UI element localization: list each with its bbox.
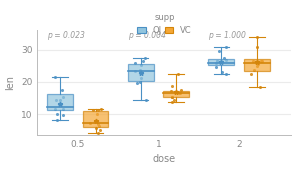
- Point: [58, 98, 62, 101]
- Point: [133, 70, 138, 73]
- Point: [215, 60, 219, 63]
- Point: [170, 96, 175, 99]
- Bar: [208, 59, 234, 65]
- Point: [251, 60, 255, 63]
- Text: p = 1.000: p = 1.000: [208, 31, 246, 40]
- Point: [96, 122, 100, 125]
- Bar: [128, 64, 154, 81]
- Point: [52, 76, 57, 78]
- Point: [61, 114, 65, 116]
- Point: [219, 71, 224, 73]
- Point: [98, 108, 103, 110]
- Bar: [244, 59, 270, 71]
- Point: [97, 124, 102, 127]
- Point: [224, 45, 229, 48]
- Point: [258, 60, 263, 63]
- Point: [141, 60, 146, 63]
- Point: [54, 98, 59, 101]
- Point: [255, 65, 259, 68]
- Point: [222, 57, 226, 60]
- X-axis label: dose: dose: [153, 154, 176, 164]
- Point: [249, 73, 254, 75]
- Point: [255, 45, 260, 48]
- Point: [138, 64, 143, 66]
- Point: [133, 62, 138, 64]
- Point: [215, 60, 220, 63]
- Point: [224, 59, 228, 62]
- Point: [91, 109, 96, 112]
- Point: [59, 88, 64, 91]
- Point: [96, 109, 100, 112]
- Point: [172, 98, 176, 101]
- Point: [256, 63, 260, 65]
- Bar: [83, 111, 108, 127]
- Point: [53, 108, 58, 110]
- Point: [88, 121, 92, 124]
- Point: [259, 60, 264, 63]
- Point: [98, 128, 103, 131]
- Point: [252, 69, 257, 72]
- Point: [143, 98, 148, 101]
- Point: [178, 92, 183, 95]
- Point: [176, 92, 181, 95]
- Point: [178, 88, 183, 91]
- Point: [216, 50, 221, 53]
- Point: [54, 118, 59, 121]
- Point: [254, 36, 259, 38]
- Point: [55, 113, 59, 115]
- Point: [175, 72, 180, 75]
- Point: [169, 96, 174, 99]
- Point: [94, 113, 99, 115]
- Text: p = 0.023: p = 0.023: [47, 31, 85, 40]
- Legend: OJ, VC: OJ, VC: [136, 11, 193, 37]
- Y-axis label: len: len: [6, 75, 15, 90]
- Point: [61, 108, 65, 110]
- Point: [214, 66, 218, 69]
- Point: [168, 89, 173, 92]
- Bar: [47, 94, 73, 110]
- Text: p = 0.004: p = 0.004: [128, 31, 166, 40]
- Point: [257, 85, 262, 88]
- Point: [135, 81, 139, 84]
- Point: [61, 96, 65, 99]
- Point: [93, 126, 98, 129]
- Point: [170, 84, 175, 87]
- Point: [95, 131, 100, 134]
- Point: [214, 62, 218, 64]
- Point: [170, 101, 174, 104]
- Bar: [163, 90, 189, 97]
- Point: [142, 57, 147, 60]
- Point: [223, 73, 228, 75]
- Point: [138, 76, 143, 79]
- Point: [138, 80, 142, 83]
- Point: [138, 69, 143, 72]
